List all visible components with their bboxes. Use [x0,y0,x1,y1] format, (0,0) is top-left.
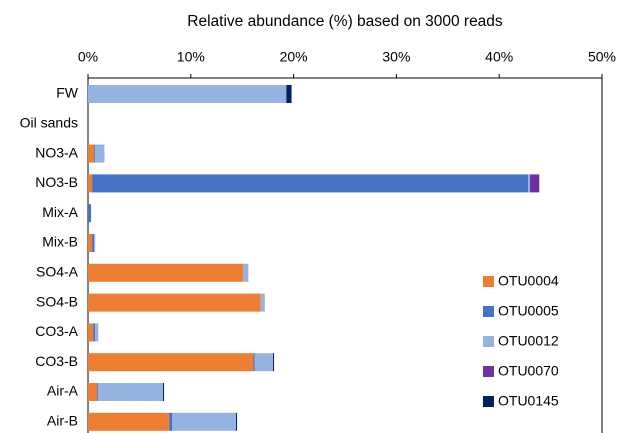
legend-label: OTU0004 [498,273,559,289]
legend-swatch [483,276,494,287]
bar-segment [95,144,105,163]
bar-segment [97,383,99,401]
x-tick-label: 20% [280,49,308,65]
y-tick-label: NO3-B [35,174,78,190]
bar-segment [88,174,93,193]
y-tick-label: Air-A [47,383,79,399]
y-tick-label: Air-B [47,413,78,429]
bar-segment [92,174,528,193]
x-tick-label: 50% [588,49,616,65]
bar-segment [88,412,170,431]
legend-label: OTU0145 [498,393,559,409]
bar-segment [88,204,92,223]
y-tick-label: CO3-A [35,323,78,339]
legend-swatch [483,306,494,317]
bar-segment [88,353,254,372]
y-tick-label: NO3-A [35,144,78,160]
bar-segment [94,144,96,163]
x-tick-label: 0% [78,49,98,65]
bar-segment [88,144,95,163]
bar-segment [172,412,237,431]
legend-swatch [483,336,494,347]
bar-segment [527,174,531,193]
bar-segment [286,85,292,103]
bar-segment [98,383,164,401]
legend-label: OTU0005 [498,303,559,319]
y-tick-label: SO4-B [36,293,78,309]
x-tick-label: 40% [485,49,513,65]
bar-segment [530,174,540,193]
bar-segment [88,293,261,312]
bar-segment [169,412,173,431]
bar-segment [94,234,96,252]
bar-segment [253,353,255,372]
bar-segment [88,383,98,401]
bar-segment [88,85,287,103]
bar-segment [260,293,265,312]
bar-segment [273,353,275,372]
bar-segment [88,234,93,252]
y-tick-label: Oil sands [20,115,78,131]
x-tick-label: 10% [177,49,205,65]
bar-segment [163,383,165,401]
bar-segment [95,323,99,342]
x-tick-label: 30% [382,49,410,65]
y-tick-label: Mix-B [42,234,78,250]
legend-label: OTU0070 [498,363,559,379]
y-tick-label: FW [56,85,79,101]
legend-swatch [483,366,494,377]
y-tick-label: SO4-A [36,264,79,280]
bar-segment [88,263,244,282]
bar-segment [243,263,249,282]
legend-swatch [483,396,494,407]
legend-label: OTU0012 [498,333,559,349]
bar-segment [92,234,95,252]
y-tick-label: CO3-B [35,353,78,369]
bar-segment [93,323,96,342]
bar-segment [88,323,94,342]
bar-segment [254,353,274,372]
bar-segment [236,412,238,431]
chart-title: Relative abundance (%) based on 3000 rea… [187,13,503,30]
y-tick-label: Mix-A [42,204,78,220]
